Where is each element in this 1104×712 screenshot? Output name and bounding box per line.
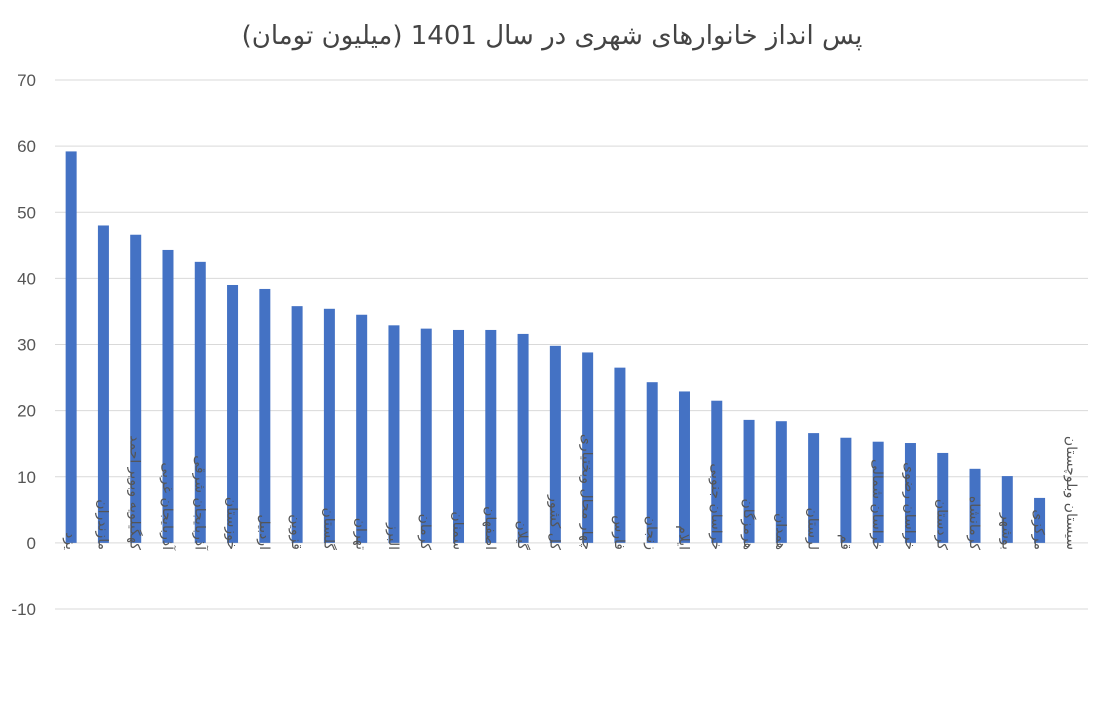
x-tick-label: اردبیل — [256, 514, 272, 550]
x-tick-label: خراسان جنوبی — [708, 463, 724, 550]
x-tick-label: فارس — [611, 515, 627, 550]
y-tick-label: 70 — [17, 71, 36, 90]
bar — [291, 306, 303, 543]
x-tick-label: خوزستان — [224, 497, 240, 550]
x-tick-label: قم — [837, 534, 853, 550]
x-tick-label: آذربایجان شرقی — [191, 455, 208, 551]
x-axis-tick-labels: یزد مازندران کهگیلویه وبویر احمد آذربایجان … — [62, 434, 1079, 551]
bar — [614, 367, 626, 543]
y-tick-label: 10 — [17, 468, 36, 487]
x-tick-label: گیلان — [514, 520, 531, 550]
x-tick-label: زنجان — [643, 516, 659, 550]
x-tick-label: بوشهر — [998, 512, 1014, 550]
bar — [162, 249, 174, 543]
y-tick-label: 30 — [17, 336, 36, 355]
y-tick-label: 50 — [17, 203, 36, 222]
x-tick-label: گلستان — [320, 507, 337, 550]
x-tick-label: لرستان — [805, 508, 821, 551]
bar — [1001, 476, 1013, 543]
y-tick-label: 0 — [27, 534, 36, 553]
y-tick-label: 20 — [17, 402, 36, 421]
bar — [130, 234, 142, 543]
x-tick-label: سیستان وبلوچستان — [1063, 436, 1079, 550]
bar — [420, 328, 432, 543]
x-tick-label: یزد — [62, 532, 78, 550]
bar — [1034, 497, 1046, 543]
x-tick-label: البرز — [385, 522, 401, 550]
bar — [549, 345, 561, 543]
x-tick-label: کهگیلویه وبویر احمد — [127, 435, 144, 550]
y-axis-ticks: -10 0 10 20 30 40 50 60 70 — [11, 71, 36, 619]
y-tick-label: 60 — [17, 137, 36, 156]
bar — [969, 468, 981, 543]
y-tick-label: -10 — [11, 600, 36, 619]
x-tick-label: چهار محال وبختیاری — [579, 434, 595, 550]
x-tick-label: مرکزی — [1031, 509, 1047, 550]
bar — [678, 391, 690, 543]
bar — [485, 329, 497, 543]
chart-title: پس انداز خانوارهای شهری در سال 1401 (میل… — [242, 21, 863, 51]
bar — [775, 421, 787, 543]
bar — [872, 441, 884, 543]
x-tick-label: کرمانشاه — [966, 496, 982, 550]
bar — [517, 333, 529, 543]
x-tick-label: همدان — [772, 513, 788, 550]
y-tick-label: 40 — [17, 269, 36, 288]
x-tick-label: سمنان — [450, 511, 466, 550]
bar — [227, 284, 239, 543]
bars — [65, 151, 1046, 543]
bar — [65, 151, 77, 543]
bar — [97, 225, 109, 543]
x-tick-label: کرمان — [417, 514, 433, 551]
bar — [840, 437, 852, 543]
x-tick-label: خراسان رضوی — [901, 462, 917, 550]
bar — [356, 314, 368, 543]
x-tick-label: ایلام — [675, 525, 691, 550]
x-tick-label: اصفهان — [482, 506, 498, 550]
bar — [194, 261, 206, 543]
bar — [323, 308, 335, 543]
x-tick-label: آذربایجان غربی — [159, 462, 176, 551]
x-tick-label: کل کشور — [546, 494, 562, 550]
x-tick-label: تهران — [353, 518, 369, 550]
bar — [808, 433, 820, 543]
x-tick-label: خراسان شمالی — [869, 459, 885, 550]
bar — [582, 352, 594, 543]
bar — [711, 400, 723, 543]
bar — [453, 329, 465, 543]
bar — [904, 443, 916, 543]
bar — [743, 419, 755, 543]
bar — [259, 288, 271, 543]
bar — [646, 382, 658, 543]
bar — [388, 325, 400, 543]
x-tick-label: هرمزگان — [740, 498, 757, 550]
x-tick-label: کردستان — [934, 499, 950, 550]
bar — [937, 452, 949, 543]
gridlines — [55, 79, 1088, 610]
x-tick-label: قزوین — [288, 514, 304, 550]
x-tick-label: مازندران — [94, 499, 110, 550]
